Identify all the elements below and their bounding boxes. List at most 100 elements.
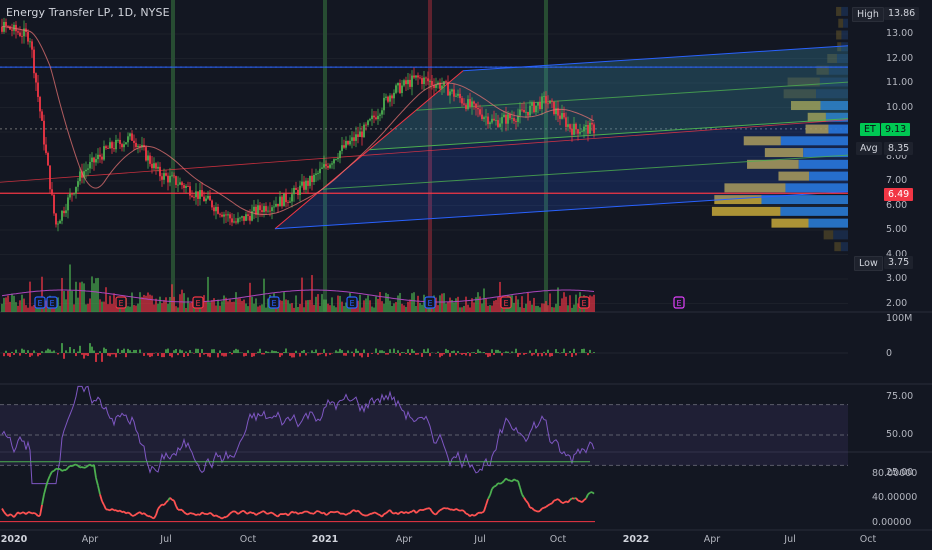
- oscillator-bar: [501, 353, 503, 356]
- volume-bar: [483, 288, 485, 312]
- candle-body: [559, 115, 561, 119]
- oscillator-line-segment: [403, 511, 407, 515]
- red-level-value: 6.49: [884, 188, 914, 201]
- candle-body: [181, 182, 183, 186]
- oscillator-bar: [165, 349, 167, 353]
- candle-body: [549, 100, 551, 104]
- volume-bar: [351, 305, 353, 312]
- profile-bar-down: [778, 171, 810, 181]
- oscillator-bar: [225, 353, 227, 357]
- pitchfork-inner-upper: [415, 81, 849, 111]
- candle-body: [225, 214, 227, 216]
- oscillator-bar: [119, 353, 121, 354]
- oscillator-bar: [489, 353, 491, 357]
- oscillator-bar: [587, 353, 589, 356]
- oscillator-line-segment: [473, 514, 477, 517]
- oscillator-line-segment: [331, 510, 335, 514]
- oscillator-line-segment: [47, 475, 51, 481]
- oscillator-bar: [429, 353, 431, 357]
- candle-body: [141, 144, 143, 147]
- oscillator-axis-tick: 40.00000: [872, 492, 918, 504]
- volume-bar: [139, 292, 141, 312]
- volume-bar: [451, 299, 453, 312]
- volume-bar: [259, 305, 261, 312]
- candle-body: [23, 28, 25, 37]
- oscillator-bar: [361, 353, 363, 358]
- candle-body: [91, 157, 93, 162]
- candle-body: [375, 117, 377, 120]
- candle-body: [327, 165, 329, 168]
- oscillator-bar: [121, 350, 123, 353]
- volume-bar: [533, 297, 535, 312]
- volume-bar: [399, 292, 401, 312]
- candle-body: [117, 139, 119, 141]
- time-axis-tick: Apr: [395, 534, 413, 545]
- candle-body: [197, 191, 199, 199]
- oscillator-line-segment: [435, 511, 439, 516]
- oscillator-line-segment: [587, 492, 591, 496]
- candle-body: [245, 214, 247, 221]
- oscillator-bar: [179, 349, 181, 353]
- profile-bar-down: [747, 159, 799, 169]
- oscillator-line-segment: [459, 509, 463, 512]
- oscillator-bar: [347, 350, 349, 353]
- volume-bar: [169, 297, 171, 312]
- price-axis-tick: 5.00: [886, 224, 908, 235]
- oscillator-line-segment: [121, 510, 125, 514]
- oscillator-line-segment: [265, 512, 269, 515]
- candle-body: [515, 120, 517, 122]
- oscillator-bar: [233, 350, 235, 353]
- volume-bar: [237, 298, 239, 312]
- oscillator-line-segment: [513, 478, 517, 482]
- candle-body: [39, 96, 41, 112]
- oscillator-line-segment: [471, 513, 475, 517]
- oscillator-bar: [319, 353, 321, 355]
- oscillator-bar: [131, 352, 133, 353]
- candle-body: [499, 123, 501, 127]
- volume-bar: [179, 294, 181, 312]
- volume-bar: [551, 307, 553, 312]
- oscillator-line-segment: [165, 499, 169, 504]
- oscillator-bar: [545, 353, 547, 356]
- volume-bar: [301, 277, 303, 312]
- earnings-marker-label: E: [49, 299, 54, 308]
- oscillator-line-segment: [569, 497, 573, 501]
- volume-bar: [461, 307, 463, 312]
- volume-bar: [243, 299, 245, 312]
- volume-bar: [29, 281, 31, 312]
- candle-body: [147, 155, 149, 161]
- profile-bar-up: [843, 18, 848, 28]
- oscillator-bar: [157, 353, 159, 356]
- oscillator-bar: [533, 353, 535, 355]
- oscillator-bar: [93, 350, 95, 353]
- profile-bar-down: [834, 242, 841, 252]
- oscillator-bar: [107, 353, 109, 356]
- earnings-marker: [115, 296, 127, 309]
- pitchfork-inner-lower: [321, 154, 849, 190]
- oscillator-line-segment: [469, 513, 473, 518]
- oscillator-bar: [259, 348, 261, 353]
- volume-bar: [225, 297, 227, 312]
- oscillator-bar: [541, 353, 543, 357]
- candle-body: [97, 154, 99, 160]
- price-axis-tick: 13.00: [886, 28, 914, 39]
- candle-body: [453, 89, 455, 97]
- volume-bar: [539, 307, 541, 312]
- candle-body: [451, 89, 453, 92]
- oscillator-line-segment: [117, 509, 121, 513]
- price-axis-tick: 4.00: [886, 248, 908, 260]
- volume-bar: [291, 303, 293, 312]
- pitchfork-median: [368, 118, 849, 151]
- candle-body: [211, 200, 213, 208]
- candle-body: [483, 117, 485, 119]
- candle-body: [247, 214, 249, 216]
- candle-body: [161, 176, 163, 180]
- candle-body: [123, 144, 125, 148]
- oscillator-line-segment: [273, 513, 277, 517]
- oscillator-line-segment: [275, 514, 279, 518]
- candle-body: [399, 83, 401, 93]
- candle-body: [411, 75, 413, 87]
- volume-bar: [185, 307, 187, 312]
- oscillator-bar: [203, 353, 205, 355]
- oscillator-line-segment: [493, 484, 497, 488]
